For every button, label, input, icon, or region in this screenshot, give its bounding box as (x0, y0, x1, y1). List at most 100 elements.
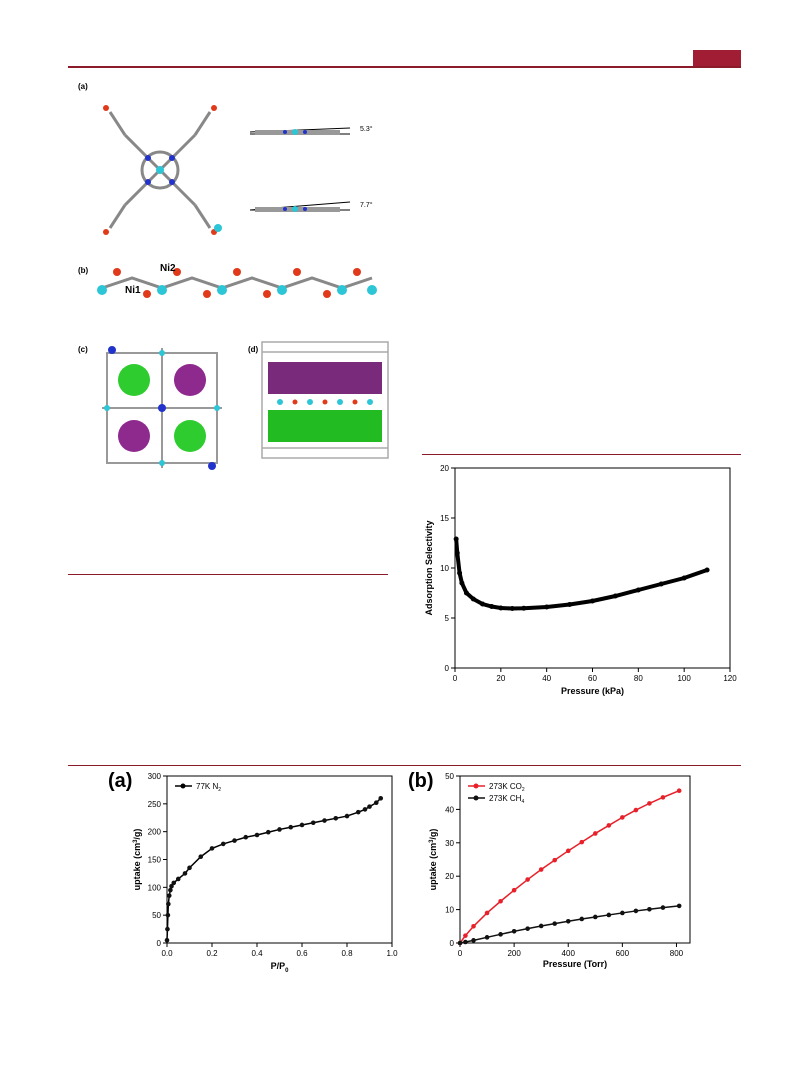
angle-top: 5.3° (360, 126, 373, 133)
gas-ytick-label-1: 10 (445, 906, 454, 915)
sel-point-17 (681, 575, 687, 581)
n2-point-9 (182, 871, 188, 876)
n2-point-7 (171, 880, 177, 886)
gas-ytick-label-5: 50 (445, 772, 454, 781)
sel-point-9 (509, 606, 515, 611)
porphyrin-structure (103, 105, 222, 235)
gas-ylabel: uptake (cm3/g) (428, 829, 438, 891)
n2-plot-frame (166, 775, 393, 944)
n2-point-0 (164, 937, 170, 943)
angle-bottom: 7.7° (360, 202, 373, 209)
n2-ytick-label-1: 50 (152, 911, 161, 920)
sel-point-4 (463, 590, 469, 596)
n2-point-6 (169, 883, 174, 889)
n2-point-19 (288, 824, 294, 830)
n2-point-22 (322, 818, 327, 823)
gas-ytick-label-2: 20 (445, 872, 454, 881)
gas-series-1-point-1 (463, 939, 468, 945)
n2-point-14 (232, 838, 237, 843)
gas-series-0-point-8 (552, 857, 558, 863)
gas-series-1-point-0 (457, 940, 463, 946)
gas-xtick-label-2: 400 (562, 949, 576, 958)
gas-legend-0-label: 273K CO2 (489, 782, 525, 793)
gas-series-0-point-15 (647, 801, 652, 806)
sel-series-line (454, 538, 708, 611)
n2-point-12 (209, 846, 215, 851)
n2-ytick-label-4: 200 (148, 828, 162, 837)
gas-series-0-point-10 (579, 839, 585, 845)
sel-ytick-label-4: 20 (440, 464, 449, 473)
sel-xtick-label-5: 100 (677, 674, 691, 683)
n2-point-2 (165, 912, 171, 918)
gas-series-0-point-3 (484, 910, 490, 916)
n2-point-11 (198, 854, 204, 860)
gas-series-1-line (459, 905, 680, 944)
gas-panel-label: (b) (408, 770, 434, 792)
n2-series-line (166, 797, 382, 941)
n2-point-21 (310, 820, 316, 826)
n2-point-17 (265, 829, 271, 835)
gas-series-0-point-13 (620, 815, 625, 820)
section-rule-left (68, 574, 388, 575)
sel-ytick-label-3: 15 (440, 514, 449, 523)
fig1-label-b: (b) (78, 266, 89, 275)
gas-xtick-label-3: 600 (616, 949, 630, 958)
sel-xtick-label-4: 80 (634, 674, 643, 683)
gas-legend-1-marker (473, 795, 479, 801)
n2-ytick-label-0: 0 (157, 939, 162, 948)
n2-point-4 (166, 893, 172, 898)
n2-point-3 (166, 901, 171, 907)
n2-point-13 (220, 841, 226, 847)
sel-point-12 (567, 602, 573, 607)
gas-series-1-point-8 (552, 921, 558, 926)
sel-point-8 (498, 605, 504, 611)
n2-xtick-label-5: 1.0 (386, 949, 398, 958)
n2-xlabel: P/P0 (271, 961, 290, 974)
n2-ylabel: uptake (cm3/g) (132, 829, 142, 891)
gas-series-0-point-16 (660, 795, 666, 800)
sel-point-2 (457, 570, 463, 576)
fig1-label-a: (a) (78, 82, 88, 91)
n2-ytick-label-5: 250 (148, 800, 162, 809)
gas-series-0-point-12 (606, 823, 612, 828)
gas-series-1-point-12 (606, 912, 612, 918)
sel-point-0 (453, 536, 459, 542)
gas-series-1-point-17 (676, 903, 682, 909)
n2-point-29 (378, 795, 384, 801)
gas-plot-frame (459, 775, 691, 944)
sel-xtick-label-3: 60 (588, 674, 597, 683)
gas-series-0-point-4 (498, 898, 503, 904)
gas-ytick-label-4: 40 (445, 805, 454, 814)
sel-ytick-label-1: 5 (445, 614, 450, 623)
sel-point-1 (454, 550, 460, 556)
gas-series-1-point-7 (538, 923, 544, 929)
gas-legend-1-label: 273K CH4 (489, 794, 524, 805)
n2-ytick-label-3: 150 (148, 856, 162, 865)
gas-series-0-point-7 (538, 867, 544, 872)
n2-xtick-label-4: 0.8 (341, 949, 353, 958)
gas-series-1-point-10 (579, 916, 585, 922)
gas-series-0-point-14 (633, 807, 639, 813)
gas-series-1-point-2 (471, 938, 476, 943)
gas-series-0-point-17 (676, 788, 682, 793)
sel-point-3 (459, 580, 465, 586)
n2-xtick-label-2: 0.4 (251, 949, 263, 958)
gas-legend-0-marker (473, 783, 479, 789)
gas-series-1-point-5 (511, 929, 517, 934)
n2-xtick-label-3: 0.6 (296, 949, 308, 958)
section-rule-bottom (68, 765, 741, 766)
header-accent-box (693, 50, 741, 66)
gas-ytick-label-0: 0 (450, 939, 455, 948)
fig1-label-c: (c) (78, 345, 88, 354)
sel-point-18 (704, 567, 710, 573)
gas-series-1-point-11 (592, 914, 598, 920)
n2-point-5 (168, 887, 173, 893)
gas-series-1-point-13 (620, 910, 625, 916)
porphyrin-side-view-top (249, 127, 351, 135)
n2-xtick-label-0: 0.0 (161, 949, 173, 958)
n2-point-1 (165, 926, 170, 932)
gas-series-1-point-6 (525, 926, 530, 931)
gas-series-1-point-9 (565, 918, 571, 924)
gas-xtick-label-1: 200 (507, 949, 521, 958)
sel-point-7 (489, 604, 495, 609)
